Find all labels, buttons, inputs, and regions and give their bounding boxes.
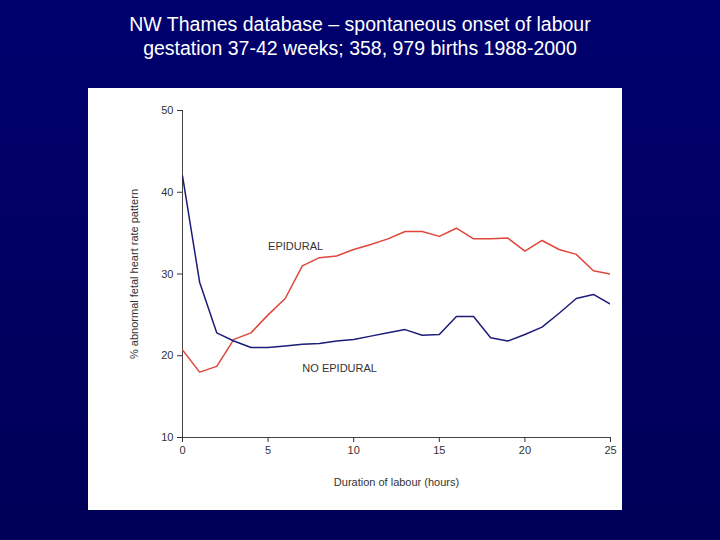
svg-text:15: 15 <box>433 444 445 456</box>
svg-text:0: 0 <box>179 444 185 456</box>
svg-text:40: 40 <box>161 186 173 198</box>
html-text:gestation 37-42 weeks; 358, 97: gestation 37-42 weeks; 358, 979 births 1… <box>143 37 577 59</box>
svg-text:20: 20 <box>519 444 531 456</box>
svg-text:NO EPIDURAL: NO EPIDURAL <box>302 362 377 374</box>
svg-text:25: 25 <box>604 444 616 456</box>
svg-text:10: 10 <box>161 431 173 443</box>
svg-text:5: 5 <box>265 444 271 456</box>
svg-text:50: 50 <box>161 104 173 116</box>
svg-text:20: 20 <box>161 349 173 361</box>
svg-text:Duration of labour (hours): Duration of labour (hours) <box>334 476 459 488</box>
svg-text:EPIDURAL: EPIDURAL <box>268 240 323 252</box>
svg-text:30: 30 <box>161 268 173 280</box>
html-text:NW Thames database – spontaneo: NW Thames database – spontaneous onset o… <box>129 13 591 35</box>
svg-text:% abnormal fetal heart rate pa: % abnormal fetal heart rate pattern <box>128 189 140 359</box>
svg-text:10: 10 <box>348 444 360 456</box>
